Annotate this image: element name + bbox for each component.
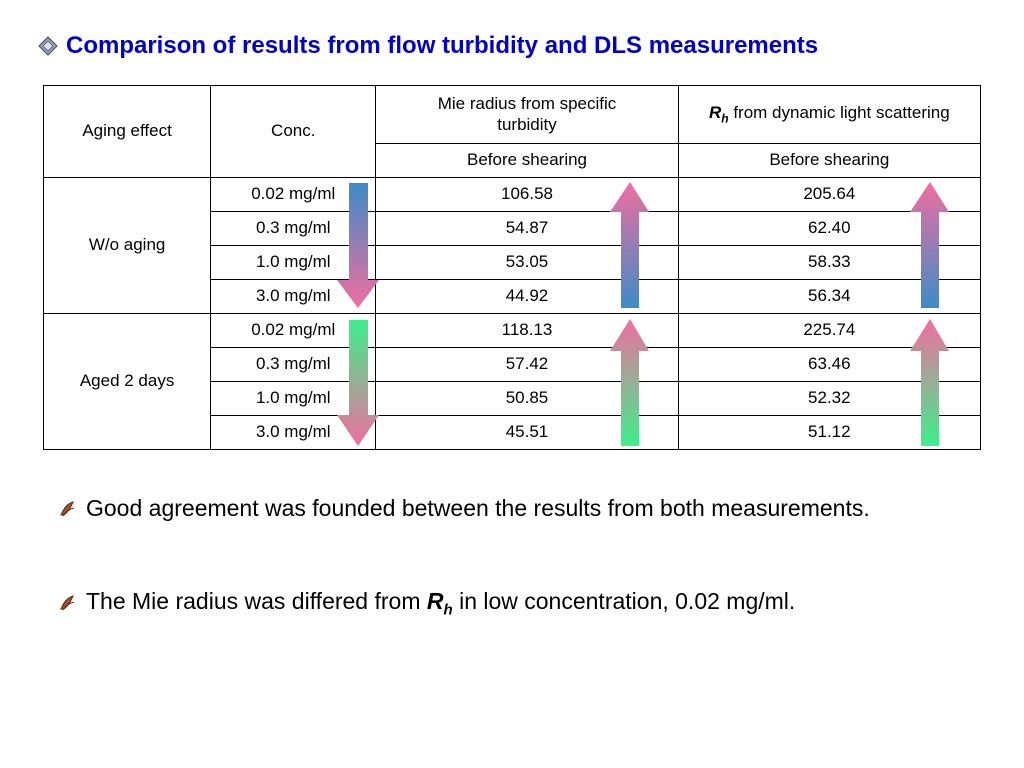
table-row: Aged 2 days 0.02 mg/ml 118.13 225.74 xyxy=(42,313,982,450)
results-table-container: Aging effect Conc. Mie radius from speci… xyxy=(42,85,982,451)
group-label: W/o aging xyxy=(42,177,212,314)
header-before-shearing-rh: Before shearing xyxy=(677,143,982,178)
mie-cell: 57.42 xyxy=(375,347,679,382)
rh-cell: 52.32 xyxy=(677,381,982,416)
mie-cell: 44.92 xyxy=(375,279,679,314)
leaf-bullet-icon xyxy=(60,595,75,611)
mie-cell: 50.85 xyxy=(375,381,679,416)
conc-cell: 3.0 mg/ml xyxy=(210,279,377,314)
bullet-text: The Mie radius was differed from Rh in l… xyxy=(86,588,796,619)
leaf-bullet-icon xyxy=(60,500,75,516)
table-row: W/o aging 0.02 mg/ml 106.58 205.64 xyxy=(42,177,982,314)
header-before-shearing-mie: Before shearing xyxy=(375,143,679,178)
bullet-text: Good agreement was founded between the r… xyxy=(86,495,870,521)
rh-cell: 56.34 xyxy=(677,279,982,314)
rh-cell: 51.12 xyxy=(677,415,982,450)
header-conc: Conc. xyxy=(210,85,377,178)
header-aging-effect: Aging effect xyxy=(42,85,212,178)
mie-cell: 54.87 xyxy=(375,211,679,246)
slide-title-text: Comparison of results from flow turbidit… xyxy=(66,32,819,59)
group-label: Aged 2 days xyxy=(42,313,212,450)
slide-title: Comparison of results from flow turbidit… xyxy=(38,32,818,60)
conc-cell: 3.0 mg/ml xyxy=(210,415,377,450)
header-mie-radius: Mie radius from specific turbidity xyxy=(375,85,679,144)
rh-cell: 62.40 xyxy=(677,211,982,246)
bullet-item: Good agreement was founded between the r… xyxy=(58,495,870,522)
rh-cell: 205.64 xyxy=(677,177,982,212)
bullet-item: The Mie radius was differed from Rh in l… xyxy=(58,588,795,619)
conc-cell: 0.3 mg/ml xyxy=(210,347,377,382)
conc-cell: 1.0 mg/ml xyxy=(210,381,377,416)
mie-cell: 53.05 xyxy=(375,245,679,280)
rh-cell: 58.33 xyxy=(677,245,982,280)
mie-cell: 118.13 xyxy=(375,313,679,348)
rh-cell: 225.74 xyxy=(677,313,982,348)
rh-cell: 63.46 xyxy=(677,347,982,382)
results-table: Aging effect Conc. Mie radius from speci… xyxy=(42,85,982,450)
diamond-bullet-icon xyxy=(38,36,58,56)
conc-cell: 0.02 mg/ml xyxy=(210,313,377,348)
conc-cell: 0.02 mg/ml xyxy=(210,177,377,212)
mie-cell: 45.51 xyxy=(375,415,679,450)
conc-cell: 1.0 mg/ml xyxy=(210,245,377,280)
mie-cell: 106.58 xyxy=(375,177,679,212)
conc-cell: 0.3 mg/ml xyxy=(210,211,377,246)
header-rh: Rh from dynamic light scattering xyxy=(677,85,982,144)
